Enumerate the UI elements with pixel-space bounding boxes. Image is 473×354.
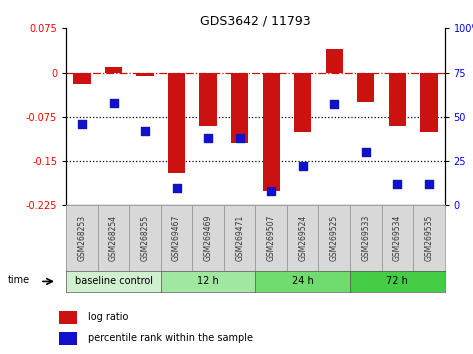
Text: GSM268254: GSM268254: [109, 215, 118, 261]
Point: [299, 164, 307, 169]
Text: GSM268255: GSM268255: [140, 215, 149, 261]
Text: GSM269534: GSM269534: [393, 215, 402, 261]
Point: [110, 100, 117, 105]
Text: GSM269535: GSM269535: [424, 215, 433, 261]
Bar: [136, 73, 154, 75]
Point: [78, 121, 86, 127]
Text: GSM269471: GSM269471: [235, 215, 244, 261]
Bar: [73, 73, 91, 84]
Text: GSM268253: GSM268253: [78, 215, 87, 261]
Point: [141, 128, 149, 134]
Bar: [294, 73, 311, 132]
Text: 12 h: 12 h: [197, 276, 219, 286]
Text: percentile rank within the sample: percentile rank within the sample: [88, 333, 253, 343]
Bar: [105, 67, 122, 73]
Bar: [420, 73, 438, 132]
Point: [204, 135, 212, 141]
Point: [425, 181, 433, 187]
Bar: [231, 73, 248, 143]
Point: [394, 181, 401, 187]
Point: [267, 188, 275, 194]
Point: [331, 102, 338, 107]
Bar: [357, 73, 375, 102]
Bar: [389, 73, 406, 126]
Bar: [200, 73, 217, 126]
Bar: [263, 73, 280, 190]
Bar: [168, 73, 185, 173]
Bar: [325, 49, 343, 73]
Text: 24 h: 24 h: [292, 276, 314, 286]
Text: GSM269524: GSM269524: [298, 215, 307, 261]
Bar: [60, 332, 78, 345]
Point: [173, 185, 180, 190]
Point: [362, 149, 369, 155]
Text: GSM269507: GSM269507: [267, 215, 276, 261]
Text: GSM269533: GSM269533: [361, 215, 370, 261]
Text: GSM269525: GSM269525: [330, 215, 339, 261]
Text: GSM269469: GSM269469: [203, 215, 213, 261]
Text: GSM269467: GSM269467: [172, 215, 181, 261]
Text: baseline control: baseline control: [75, 276, 152, 286]
Text: 72 h: 72 h: [386, 276, 408, 286]
Text: log ratio: log ratio: [88, 312, 128, 322]
Bar: [60, 311, 78, 324]
Point: [236, 135, 244, 141]
Text: time: time: [8, 275, 30, 285]
Title: GDS3642 / 11793: GDS3642 / 11793: [200, 14, 311, 27]
